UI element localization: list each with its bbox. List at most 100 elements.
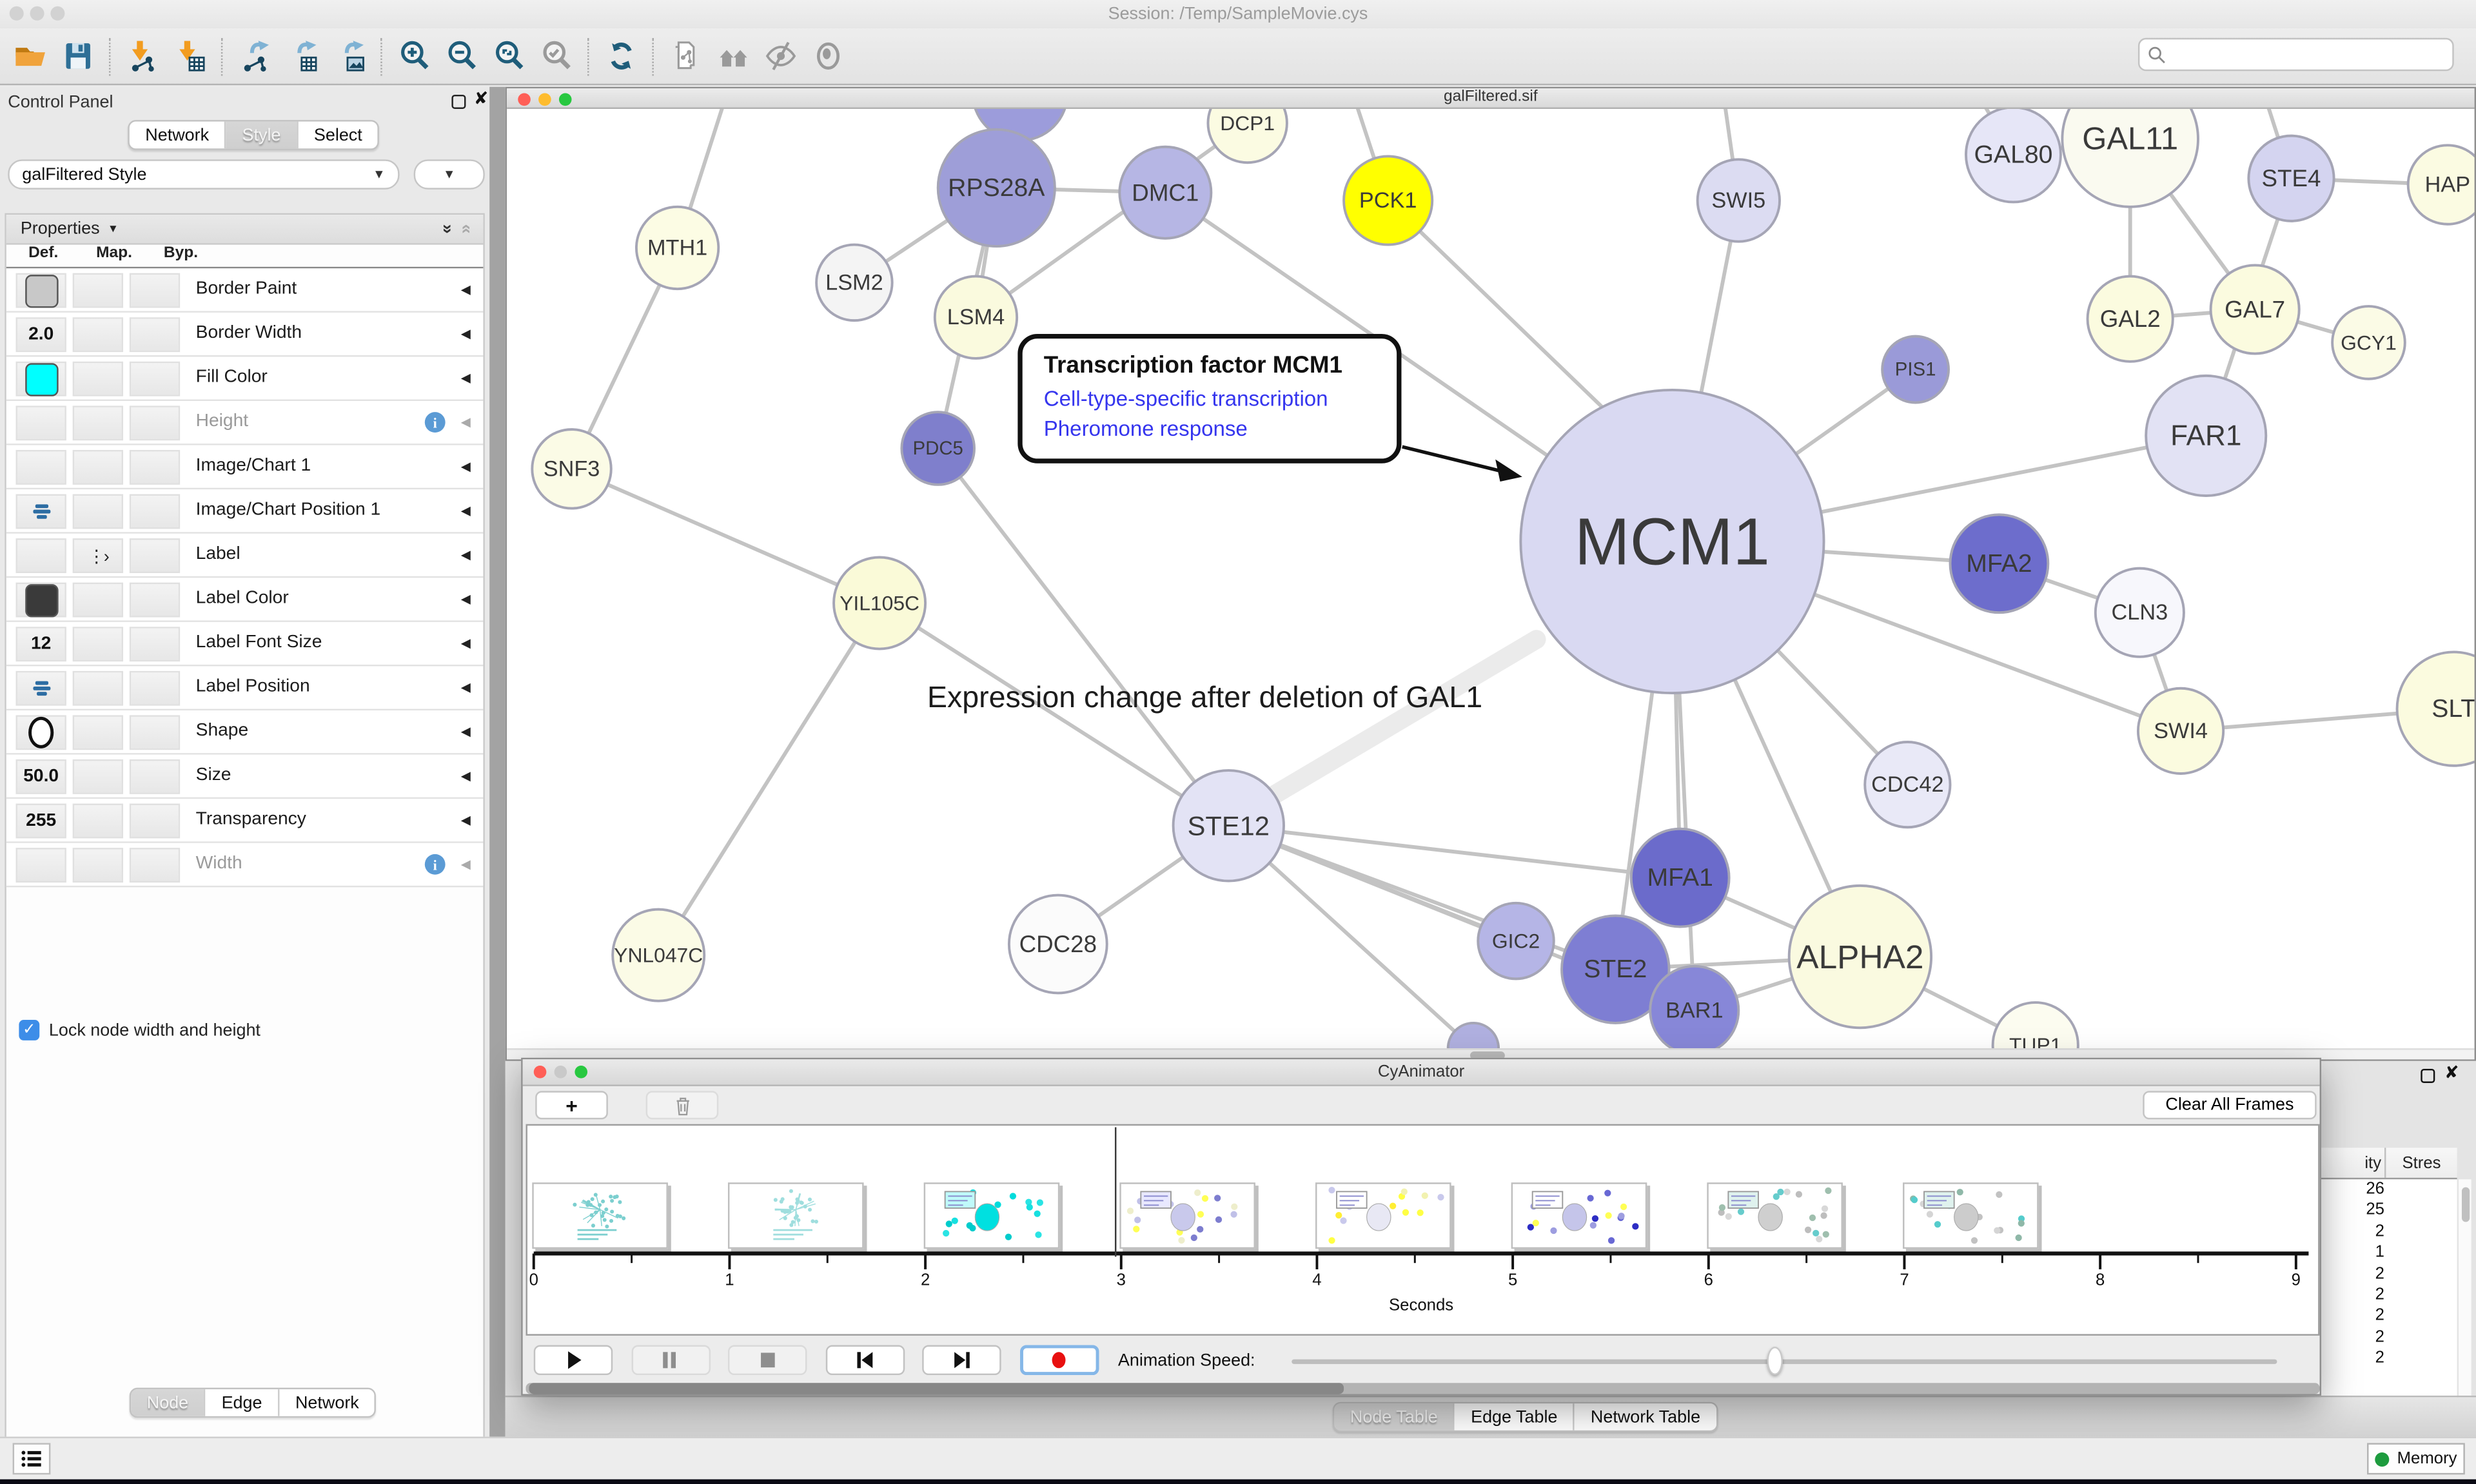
zoom-in-button[interactable] bbox=[390, 34, 437, 79]
property-row-height[interactable]: Height i ◀ bbox=[6, 401, 484, 445]
export-image-button[interactable] bbox=[325, 34, 372, 79]
property-row-label-font-size[interactable]: 12 Label Font Size ◀ bbox=[6, 621, 484, 667]
property-value-cell[interactable] bbox=[15, 582, 66, 618]
property-value-cell[interactable] bbox=[15, 273, 66, 308]
position-icon[interactable] bbox=[15, 670, 66, 706]
property-row-shape[interactable]: Shape ◀ bbox=[6, 710, 484, 755]
previous-frame-button[interactable] bbox=[825, 1345, 905, 1376]
import-network-button[interactable] bbox=[119, 34, 166, 79]
timeline-frame-5[interactable] bbox=[1511, 1182, 1647, 1249]
network-node[interactable] bbox=[1446, 1021, 1500, 1049]
expand-row-icon[interactable]: ◀ bbox=[460, 813, 471, 828]
memory-button[interactable]: Memory bbox=[2367, 1443, 2465, 1475]
expand-row-icon[interactable]: ◀ bbox=[460, 768, 471, 783]
minimize-window-button[interactable] bbox=[538, 92, 551, 105]
property-row-image-chart-position-1[interactable]: Image/Chart Position 1 ◀ bbox=[6, 489, 484, 534]
property-value-cell[interactable] bbox=[72, 715, 124, 750]
property-row-width[interactable]: Width i ◀ bbox=[6, 843, 484, 888]
hide-selected-button[interactable] bbox=[756, 34, 803, 79]
network-canvas[interactable]: RPS28A DMC1 DCP1 PCK1 SWI5 MTH1 LSM2 LSM4 GAL80 G… bbox=[507, 108, 2475, 1049]
network-node-gal7[interactable]: GAL7 bbox=[2209, 264, 2301, 355]
property-value-cell[interactable] bbox=[129, 670, 181, 706]
expand-row-icon[interactable]: ◀ bbox=[460, 636, 471, 650]
float-panel-icon[interactable] bbox=[2421, 1068, 2435, 1084]
network-node-gal11[interactable]: GAL11 bbox=[2061, 108, 2199, 208]
clone-network-button[interactable] bbox=[662, 34, 709, 79]
property-value-cell[interactable] bbox=[129, 273, 181, 308]
tab-node-table[interactable]: Node Table bbox=[1334, 1403, 1455, 1430]
timeline-horizontal-scrollbar[interactable] bbox=[526, 1383, 2320, 1394]
table-row[interactable]: 2 bbox=[2375, 1264, 2384, 1283]
table-row[interactable]: 2 bbox=[2375, 1285, 2384, 1304]
property-value-cell[interactable] bbox=[129, 361, 181, 396]
table-row[interactable]: 26 bbox=[2366, 1179, 2384, 1198]
network-node-gcy1[interactable]: GCY1 bbox=[2331, 305, 2406, 380]
property-value-cell[interactable] bbox=[129, 759, 181, 794]
tab-network[interactable]: Network bbox=[279, 1389, 375, 1416]
close-window-button[interactable] bbox=[9, 6, 24, 21]
expand-row-icon[interactable]: ◀ bbox=[460, 371, 471, 386]
panel-divider[interactable] bbox=[489, 86, 506, 1437]
table-row[interactable]: 2 bbox=[2375, 1306, 2384, 1325]
minimize-window-button[interactable] bbox=[30, 6, 44, 21]
property-row-label-color[interactable]: Label Color ◀ bbox=[6, 578, 484, 622]
table-row[interactable]: 1 bbox=[2375, 1242, 2384, 1262]
network-horizontal-scrollbar[interactable] bbox=[507, 1048, 2475, 1060]
network-node-gic2[interactable]: GIC2 bbox=[1477, 901, 1555, 981]
network-node-rps28a[interactable]: RPS28A bbox=[936, 128, 1056, 248]
network-node-dcp1[interactable]: DCP1 bbox=[1206, 108, 1288, 164]
task-history-button[interactable] bbox=[12, 1443, 51, 1475]
network-node-ynl047c[interactable]: YNL047C bbox=[611, 908, 706, 1002]
property-value-cell[interactable] bbox=[72, 759, 124, 794]
zoom-window-button[interactable] bbox=[558, 92, 572, 105]
property-value-cell[interactable] bbox=[15, 538, 66, 573]
position-icon[interactable] bbox=[15, 494, 66, 529]
property-row-transparency[interactable]: 255 Transparency ◀ bbox=[6, 799, 484, 843]
tab-edge-table[interactable]: Edge Table bbox=[1455, 1403, 1575, 1430]
timeline-playhead[interactable] bbox=[1115, 1127, 1117, 1257]
expand-row-icon[interactable]: ◀ bbox=[460, 857, 471, 872]
property-value-cell[interactable] bbox=[15, 715, 66, 750]
collapse-all-icon[interactable]: » bbox=[456, 224, 475, 234]
network-node-bar1[interactable]: BAR1 bbox=[1649, 964, 1740, 1049]
table-vertical-scrollbar[interactable] bbox=[2459, 1179, 2471, 1416]
property-value-cell[interactable] bbox=[129, 494, 181, 529]
play-button[interactable] bbox=[533, 1345, 613, 1376]
save-button[interactable] bbox=[54, 34, 101, 79]
canvas-caption[interactable]: Expression change after deletion of GAL1 bbox=[927, 680, 1482, 714]
stop-button[interactable] bbox=[727, 1345, 807, 1376]
network-node-ste2[interactable]: STE2 bbox=[1560, 914, 1671, 1024]
property-value-cell[interactable] bbox=[72, 848, 124, 883]
search-box[interactable] bbox=[2137, 37, 2454, 72]
property-value-cell[interactable]: 12 bbox=[15, 627, 66, 662]
property-row-size[interactable]: 50.0 Size ◀ bbox=[6, 754, 484, 799]
property-value-cell[interactable]: 50.0 bbox=[15, 759, 66, 794]
open-folder-button[interactable] bbox=[6, 34, 54, 79]
property-value-cell[interactable] bbox=[15, 405, 66, 441]
tab-network[interactable]: Network bbox=[129, 121, 227, 149]
property-row-border-width[interactable]: 2.0 Border Width ◀ bbox=[6, 312, 484, 357]
property-row-fill-color[interactable]: Fill Color ◀ bbox=[6, 356, 484, 402]
property-value-cell[interactable] bbox=[15, 361, 66, 396]
zoom-fit-button[interactable] bbox=[485, 34, 532, 79]
tab-edge[interactable]: Edge bbox=[206, 1389, 280, 1416]
network-node-gal2[interactable]: GAL2 bbox=[2086, 275, 2174, 363]
property-value-cell[interactable] bbox=[72, 273, 124, 308]
close-window-button[interactable] bbox=[518, 92, 531, 105]
close-panel-icon[interactable]: ✘ bbox=[2444, 1064, 2459, 1084]
property-value-cell[interactable] bbox=[129, 715, 181, 750]
network-node-ste12[interactable]: STE12 bbox=[1172, 769, 1285, 883]
expand-row-icon[interactable]: ◀ bbox=[460, 415, 471, 430]
export-table-button[interactable] bbox=[278, 34, 325, 79]
timeline-panel[interactable]: 0 1 2 3 4 5 6 7 8 9 Seconds bbox=[526, 1124, 2320, 1336]
network-node-tup1[interactable]: TUP1 bbox=[1991, 1001, 2079, 1049]
add-frame-button[interactable]: + bbox=[535, 1091, 608, 1120]
property-value-cell[interactable] bbox=[129, 449, 181, 485]
discrete-mapping-icon[interactable]: ⋮› bbox=[72, 538, 124, 573]
network-node-pis1[interactable]: PIS1 bbox=[1881, 335, 1950, 404]
record-button[interactable] bbox=[1019, 1345, 1099, 1376]
property-value-cell[interactable] bbox=[72, 803, 124, 839]
property-row-label[interactable]: ⋮› Label ◀ bbox=[6, 533, 484, 578]
lock-node-size-checkbox-row[interactable]: ✓ Lock node width and height bbox=[19, 1020, 260, 1040]
network-node-lsm2[interactable]: LSM2 bbox=[815, 243, 894, 322]
